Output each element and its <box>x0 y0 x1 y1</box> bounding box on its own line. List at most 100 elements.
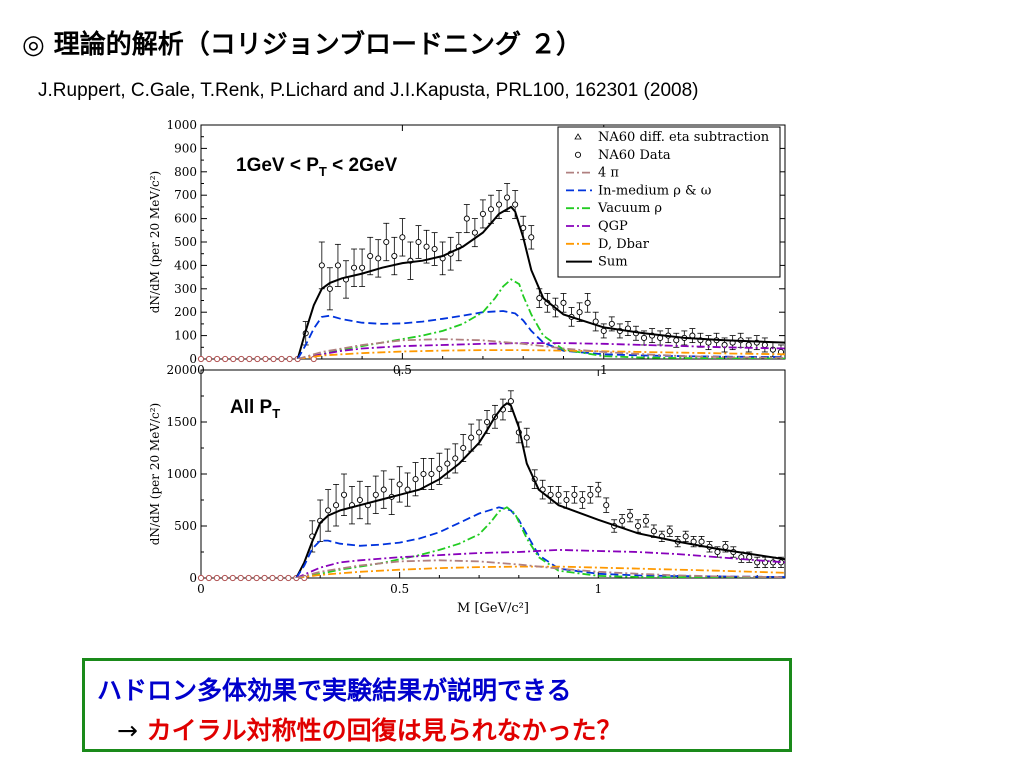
y-axis-label: dN/dM (per 20 MeV/c²) <box>148 171 162 313</box>
data-point <box>278 355 285 363</box>
data-point <box>460 444 467 452</box>
x-tick-label: 0 <box>197 582 205 596</box>
data-point <box>483 418 491 426</box>
data-point <box>325 507 332 514</box>
legend-label: 4 π <box>598 166 619 181</box>
data-point <box>603 502 610 509</box>
data-point <box>372 491 379 498</box>
data-point <box>444 460 451 467</box>
data-point <box>608 320 615 327</box>
series-line <box>295 548 785 578</box>
series-line <box>296 205 785 359</box>
data-point <box>245 574 252 582</box>
y-tick-label: 500 <box>174 235 197 249</box>
data-point <box>650 528 657 535</box>
data-point <box>536 295 543 302</box>
conclusion-line-1: ハドロン多体効果で実験結果が説明できる <box>97 676 572 705</box>
y-tick-label: 0 <box>189 571 197 585</box>
y-tick-label: 1500 <box>166 415 197 429</box>
y-tick-label: 700 <box>174 188 197 202</box>
data-point <box>476 429 483 436</box>
conclusion-question: カイラル対称性の回復は見られなかった？ <box>146 716 622 745</box>
data-point <box>698 538 705 545</box>
data-point <box>286 355 293 363</box>
data-point <box>507 398 514 405</box>
data-point <box>340 491 348 498</box>
data-point <box>380 486 387 493</box>
data-point <box>571 491 578 498</box>
series-line <box>297 342 785 359</box>
data-point <box>399 234 406 241</box>
series-line <box>297 278 785 359</box>
data-point <box>269 574 276 582</box>
series-line <box>296 559 785 578</box>
legend-label: QGP <box>598 219 628 234</box>
data-point <box>285 574 292 582</box>
legend-label: NA60 diff. eta subtraction <box>598 130 770 145</box>
data-point <box>238 355 245 363</box>
panel-label-bottom-sub: T <box>272 405 281 421</box>
data-point <box>436 465 443 472</box>
y-tick-label: 1000 <box>166 118 197 132</box>
x-tick-label: 0.5 <box>390 582 409 596</box>
data-point <box>333 502 340 509</box>
legend-label: D, Dbar <box>598 237 650 252</box>
data-point <box>722 543 729 550</box>
data-point <box>326 285 333 292</box>
citation: J.Ruppert, C.Gale, T.Renk, P.Lichard and… <box>38 80 699 101</box>
data-point <box>512 201 519 208</box>
data-point <box>356 496 363 504</box>
data-point <box>277 574 284 582</box>
data-point <box>253 574 260 582</box>
y-axis-label: dN/dM (per 20 MeV/c²) <box>148 403 162 545</box>
data-point <box>197 574 205 582</box>
data-point <box>528 234 535 241</box>
legend-label: In-medium ρ & ω <box>598 183 711 198</box>
data-point <box>205 355 213 363</box>
series-line <box>295 402 785 578</box>
y-tick-label: 500 <box>174 519 197 533</box>
panel-label-top-sub: T <box>318 163 327 179</box>
data-point <box>452 455 459 462</box>
series-line <box>295 506 785 578</box>
y-tick-label: 0 <box>189 352 197 366</box>
data-point <box>213 574 220 582</box>
data-point <box>415 238 422 246</box>
panel-label-bottom: All PT <box>230 397 280 421</box>
data-point <box>375 255 382 262</box>
data-point <box>600 327 607 334</box>
data-point <box>579 496 586 504</box>
data-point <box>391 252 398 260</box>
data-point <box>705 339 712 346</box>
data-point <box>468 434 475 441</box>
data-point <box>197 355 205 363</box>
y-tick-label: 2000 <box>166 363 197 377</box>
data-point <box>547 491 554 498</box>
legend-label: NA60 Data <box>598 148 671 163</box>
legend-marker <box>574 151 582 158</box>
y-tick-label: 600 <box>174 212 197 226</box>
data-point <box>487 206 495 213</box>
data-point <box>350 264 358 271</box>
data-point <box>205 574 213 582</box>
x-axis-label: M [GeV/c²] <box>457 601 529 616</box>
data-point <box>222 355 229 363</box>
data-point <box>230 355 237 363</box>
series-line <box>296 506 785 578</box>
data-point <box>587 491 594 498</box>
data-point <box>246 355 253 363</box>
series-line <box>297 338 785 359</box>
data-point <box>254 355 261 363</box>
data-point <box>229 574 236 582</box>
legend-label: Sum <box>598 255 628 270</box>
legend-marker <box>574 133 582 140</box>
data-point <box>420 470 427 478</box>
y-tick-label: 100 <box>174 329 197 343</box>
panel-label-bottom-main: All P <box>230 397 273 418</box>
data-point <box>471 229 478 236</box>
x-tick-label: 1 <box>594 582 602 596</box>
y-tick-label: 800 <box>174 165 197 179</box>
slide-title: ◎ 理論的解析（コリジョンブロードニング ２） <box>22 30 583 60</box>
data-point <box>428 470 435 478</box>
plot-frame <box>200 369 786 579</box>
